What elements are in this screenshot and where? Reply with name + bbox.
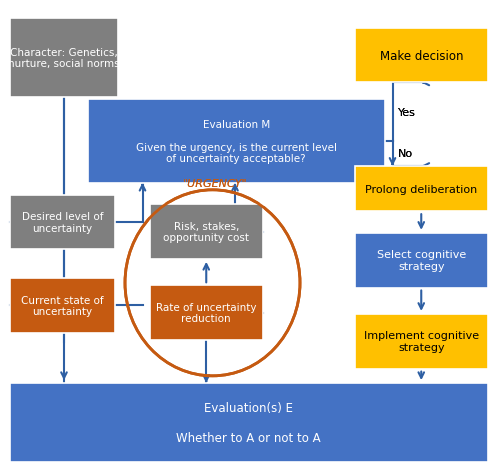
Text: Yes: Yes: [398, 108, 415, 118]
Text: No: No: [398, 149, 412, 159]
Text: Evaluation M

Given the urgency, is the current level
of uncertainty acceptable?: Evaluation M Given the urgency, is the c…: [136, 119, 337, 164]
FancyBboxPatch shape: [10, 19, 118, 98]
FancyBboxPatch shape: [150, 286, 262, 340]
FancyBboxPatch shape: [10, 195, 115, 250]
Text: Current state of
uncertainty: Current state of uncertainty: [21, 295, 104, 317]
FancyBboxPatch shape: [10, 195, 115, 250]
FancyBboxPatch shape: [88, 100, 385, 183]
Text: Evaluation M

Given the urgency, is the current level
of uncertainty acceptable?: Evaluation M Given the urgency, is the c…: [136, 119, 337, 164]
FancyBboxPatch shape: [355, 314, 488, 369]
FancyBboxPatch shape: [355, 29, 488, 83]
Text: "URGENCY": "URGENCY": [182, 178, 247, 188]
Text: Implement cognitive
strategy: Implement cognitive strategy: [364, 331, 479, 352]
FancyBboxPatch shape: [355, 233, 488, 288]
FancyBboxPatch shape: [355, 167, 488, 212]
Text: Select cognitive
strategy: Select cognitive strategy: [376, 250, 466, 271]
FancyBboxPatch shape: [10, 278, 115, 333]
Text: Character: Genetics,
nurture, social norms: Character: Genetics, nurture, social nor…: [8, 48, 119, 69]
Text: Desired level of
uncertainty: Desired level of uncertainty: [22, 212, 103, 233]
Text: Rate of uncertainty
reduction: Rate of uncertainty reduction: [156, 302, 256, 324]
FancyBboxPatch shape: [88, 100, 385, 183]
Text: Make decision: Make decision: [380, 50, 463, 62]
Text: Evaluation(s) E

Whether to A or not to A: Evaluation(s) E Whether to A or not to A: [176, 401, 321, 444]
FancyBboxPatch shape: [355, 167, 488, 212]
FancyBboxPatch shape: [355, 314, 488, 369]
Text: Prolong deliberation: Prolong deliberation: [365, 184, 478, 194]
Text: Desired level of
uncertainty: Desired level of uncertainty: [22, 212, 103, 233]
Text: No: No: [398, 149, 412, 159]
FancyBboxPatch shape: [10, 19, 118, 98]
FancyBboxPatch shape: [10, 278, 115, 333]
FancyBboxPatch shape: [10, 383, 488, 462]
Text: "URGENCY": "URGENCY": [182, 178, 247, 188]
FancyBboxPatch shape: [355, 233, 488, 288]
Text: Evaluation(s) E

Whether to A or not to A: Evaluation(s) E Whether to A or not to A: [176, 401, 321, 444]
FancyBboxPatch shape: [150, 205, 262, 259]
Text: Select cognitive
strategy: Select cognitive strategy: [376, 250, 466, 271]
Text: Yes: Yes: [398, 108, 415, 118]
FancyBboxPatch shape: [10, 383, 488, 462]
Text: Implement cognitive
strategy: Implement cognitive strategy: [364, 331, 479, 352]
Text: Current state of
uncertainty: Current state of uncertainty: [21, 295, 104, 317]
FancyBboxPatch shape: [355, 29, 488, 83]
FancyBboxPatch shape: [150, 205, 262, 259]
Text: Risk, stakes,
opportunity cost: Risk, stakes, opportunity cost: [163, 221, 249, 243]
Text: Prolong deliberation: Prolong deliberation: [365, 184, 478, 194]
Text: Make decision: Make decision: [380, 50, 463, 62]
Text: Rate of uncertainty
reduction: Rate of uncertainty reduction: [156, 302, 256, 324]
Text: Risk, stakes,
opportunity cost: Risk, stakes, opportunity cost: [163, 221, 249, 243]
FancyBboxPatch shape: [150, 286, 262, 340]
Text: Character: Genetics,
nurture, social norms: Character: Genetics, nurture, social nor…: [8, 48, 119, 69]
